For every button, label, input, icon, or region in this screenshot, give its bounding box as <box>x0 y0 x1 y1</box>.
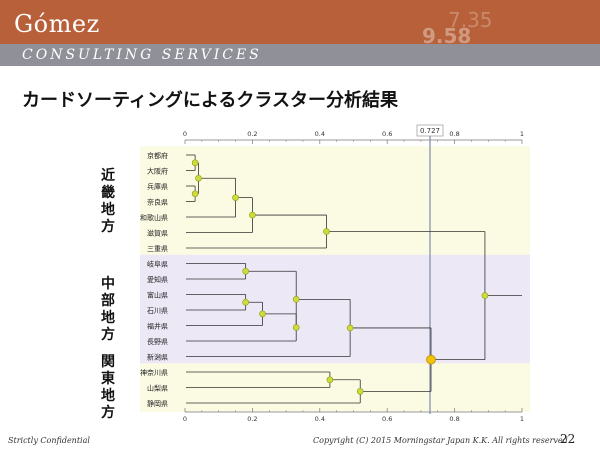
merge-node <box>191 190 199 198</box>
merge-node <box>242 267 249 275</box>
merge-node <box>242 298 249 306</box>
leaf-label: 奈良県 <box>147 198 168 207</box>
cluster-region-band <box>140 146 530 257</box>
tagline: CONSULTING SERVICES <box>22 47 262 63</box>
x-tick-label-bottom: 1 <box>520 415 524 423</box>
merge-node <box>323 228 330 235</box>
leaf-label: 兵庫県 <box>147 182 168 191</box>
merge-node <box>292 324 300 331</box>
leaf-label: 岐阜県 <box>147 260 168 269</box>
merge-node <box>326 376 334 384</box>
merge-node <box>259 310 266 318</box>
x-tick-label-bottom: 0.4 <box>315 415 325 423</box>
leaf-label: 山梨県 <box>147 384 168 393</box>
x-tick-label-bottom: 0.2 <box>247 415 257 423</box>
x-tick-label-bottom: 0.8 <box>449 415 459 423</box>
region-label: 関東地方 <box>101 353 115 421</box>
leaf-label: 静岡県 <box>147 399 168 408</box>
leaf-label: 三重県 <box>147 245 168 253</box>
x-tick-label-top: 0.6 <box>382 130 392 138</box>
merge-node <box>191 159 199 167</box>
x-tick-label-top: 0 <box>183 130 187 138</box>
merge-node <box>356 388 364 395</box>
leaf-label: 和歌山県 <box>140 213 168 222</box>
x-tick-label-top: 1 <box>520 130 524 138</box>
x-tick-label-bottom: 0 <box>183 415 187 423</box>
leaf-label: 福井県 <box>147 322 168 331</box>
leaf-label: 大阪府 <box>147 167 168 176</box>
cut-merge-node <box>426 354 436 365</box>
x-tick-label-bottom: 0.6 <box>382 415 392 423</box>
merge-node <box>292 296 300 303</box>
merge-node <box>481 292 489 299</box>
x-tick-label-top: 0.8 <box>449 130 459 138</box>
leaf-label: 富山県 <box>147 291 168 300</box>
slide-title: カードソーティングによるクラスター分析結果 <box>22 90 399 111</box>
cut-value-label: 0.727 <box>420 127 440 135</box>
region-label: 中部地方 <box>101 276 115 343</box>
leaf-label: 石川県 <box>147 307 168 315</box>
tagline-band <box>0 44 600 66</box>
merge-node <box>346 324 354 332</box>
region-label: 近畿地方 <box>101 167 115 235</box>
merge-node <box>249 211 256 219</box>
leaf-label: 神奈川県 <box>140 368 168 377</box>
header-bar <box>0 0 600 44</box>
leaf-label: 長野県 <box>147 338 168 346</box>
header-background-number: 7.35 <box>448 8 493 32</box>
leaf-label: 滋賀県 <box>147 229 168 238</box>
merge-node <box>232 194 239 201</box>
x-tick-label-top: 0.4 <box>315 130 325 138</box>
logo: Gómez <box>14 10 100 38</box>
merge-node <box>195 174 202 182</box>
leaf-label: 新潟県 <box>147 353 168 362</box>
x-tick-label-top: 0.2 <box>247 130 257 138</box>
leaf-label: 京都府 <box>147 151 168 160</box>
footer-confidential: Strictly Confidential <box>8 436 90 445</box>
cut-value-box <box>416 124 444 137</box>
footer-copyright: Copyright (C) 2015 Morningstar Japan K.K… <box>313 436 571 445</box>
page-number: 22 <box>560 432 576 446</box>
leaf-label: 愛知県 <box>147 275 168 284</box>
